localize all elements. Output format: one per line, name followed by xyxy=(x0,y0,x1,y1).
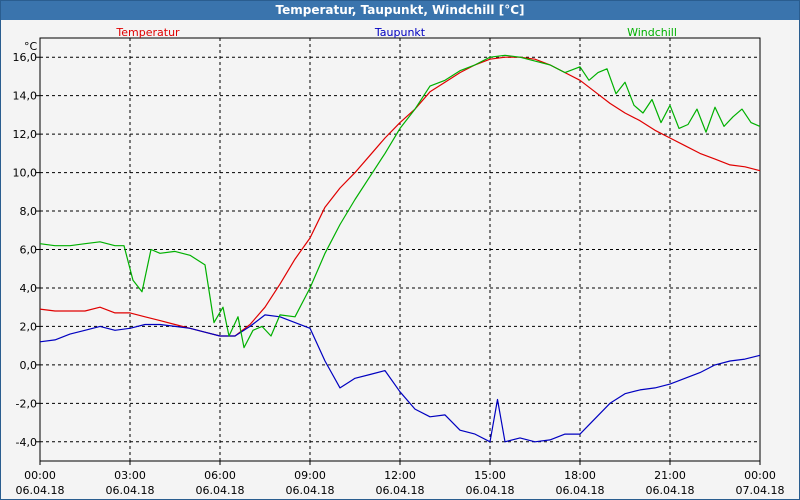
x-tick-date-label: 06.04.18 xyxy=(466,484,515,497)
x-tick-date-label: 06.04.18 xyxy=(106,484,155,497)
x-tick-date-label: 06.04.18 xyxy=(286,484,335,497)
x-tick-date-label: 06.04.18 xyxy=(16,484,65,497)
y-tick-label: 16,0 xyxy=(13,51,38,64)
y-tick-label: 12,0 xyxy=(13,128,38,141)
series-line-windchill xyxy=(39,54,761,349)
series-group xyxy=(39,54,761,443)
x-tick-time-label: 12:00 xyxy=(384,469,416,482)
y-axis: -4,0 -2,0 0,0 2,0 4,0 6,0 8,0 10,0 12,0 14,0 16,0 xyxy=(13,51,40,449)
y-tick-label: 6,0 xyxy=(20,244,38,257)
series-line-taupunkt xyxy=(39,314,761,443)
y-tick-label: -4,0 xyxy=(16,436,37,449)
y-tick-label: 0,0 xyxy=(20,359,38,372)
y-tick-label: -2,0 xyxy=(16,397,37,410)
x-tick-date-label: 06.04.18 xyxy=(196,484,245,497)
x-tick-time-label: 06:00 xyxy=(204,469,236,482)
y-axis-unit-label: °C xyxy=(24,40,38,53)
x-tick-date-label: 06.04.18 xyxy=(556,484,605,497)
x-tick-date-label: 06.04.18 xyxy=(646,484,695,497)
x-tick-time-label: 18:00 xyxy=(564,469,596,482)
x-tick-date-label: 07.04.18 xyxy=(736,484,785,497)
window-title: Temperatur, Taupunkt, Windchill [°C] xyxy=(1,1,799,20)
legend-taupunkt: Taupunkt xyxy=(374,26,426,39)
x-tick-time-label: 03:00 xyxy=(114,469,146,482)
y-tick-label: 10,0 xyxy=(13,167,38,180)
y-tick-label: 2,0 xyxy=(20,320,38,333)
x-tick-date-label: 06.04.18 xyxy=(376,484,425,497)
x-tick-time-label: 09:00 xyxy=(294,469,326,482)
legend: Temperatur Taupunkt Windchill xyxy=(115,26,677,39)
x-tick-time-label: 21:00 xyxy=(654,469,686,482)
y-tick-label: 4,0 xyxy=(20,282,38,295)
y-tick-label: 8,0 xyxy=(20,205,38,218)
x-axis: 00:00 06.04.18 03:00 06.04.18 06:00 06.04.18 0… xyxy=(16,461,785,497)
x-tick-time-label: 00:00 xyxy=(744,469,776,482)
x-tick-time-label: 00:00 xyxy=(24,469,56,482)
legend-windchill: Windchill xyxy=(627,26,677,39)
series-line-temperatur xyxy=(39,56,761,337)
y-tick-label: 14,0 xyxy=(13,90,38,103)
x-tick-time-label: 15:00 xyxy=(474,469,506,482)
grid xyxy=(40,38,760,461)
legend-temperatur: Temperatur xyxy=(115,26,180,39)
